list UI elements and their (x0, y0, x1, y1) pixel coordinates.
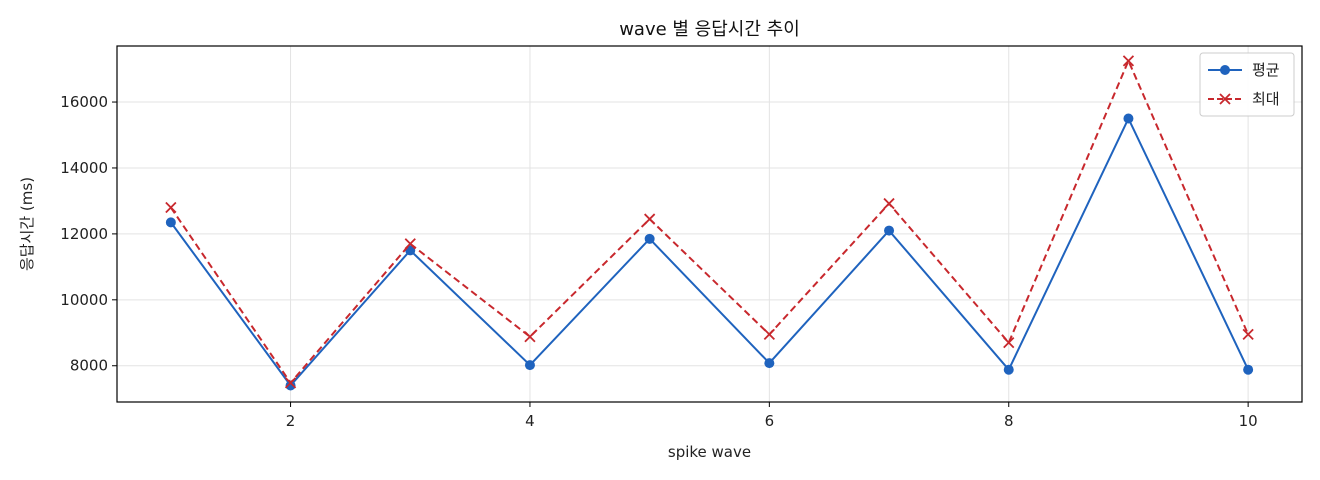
data-point (1243, 364, 1254, 375)
chart-title: wave 별 응답시간 추이 (619, 19, 800, 40)
legend-marker (1220, 65, 1230, 75)
x-tick-label: 6 (765, 412, 775, 430)
y-tick-label: 16000 (60, 93, 108, 111)
x-tick-label: 2 (286, 412, 296, 430)
data-point (1003, 364, 1014, 375)
data-point (165, 201, 177, 214)
y-tick-label: 10000 (60, 291, 108, 309)
data-point (1242, 328, 1254, 341)
series-line (170, 59, 1250, 384)
data-point (883, 197, 895, 210)
legend-label: 평균 (1252, 61, 1280, 79)
data-point (524, 331, 536, 343)
data-point (285, 380, 296, 391)
legend-item: 최대 (1208, 90, 1280, 108)
data-point (1122, 55, 1135, 67)
axis-ticks: 2 4 6 8 10 8000 10000 12000 14000 16000 (60, 93, 1257, 430)
data-point (524, 360, 535, 371)
plot-area (116, 45, 1303, 403)
series-2 (165, 55, 1254, 389)
x-axis-label: spike wave (668, 443, 751, 461)
data-point (284, 377, 297, 389)
series-1 (165, 113, 1254, 391)
series (165, 55, 1254, 391)
data-point (884, 225, 895, 236)
legend-marker (1219, 93, 1231, 105)
y-axis-label: 응답시간 (ms) (18, 177, 36, 271)
y-tick-label: 12000 (60, 225, 108, 243)
data-point (763, 328, 775, 341)
data-point (764, 358, 775, 369)
data-point (644, 233, 655, 244)
x-tick-label: 10 (1239, 412, 1258, 430)
legend-item: 평균 (1208, 61, 1280, 79)
legend-box (1199, 52, 1295, 117)
data-point (165, 217, 176, 228)
data-point (1003, 337, 1015, 349)
x-tick-label: 8 (1004, 412, 1014, 430)
series-line (170, 117, 1250, 387)
data-point (1123, 113, 1134, 124)
data-point (404, 238, 416, 250)
y-tick-label: 14000 (60, 159, 108, 177)
data-point (644, 213, 656, 225)
x-tick-label: 4 (525, 412, 535, 430)
legend-label: 최대 (1252, 90, 1280, 108)
y-tick-label: 8000 (70, 357, 108, 375)
